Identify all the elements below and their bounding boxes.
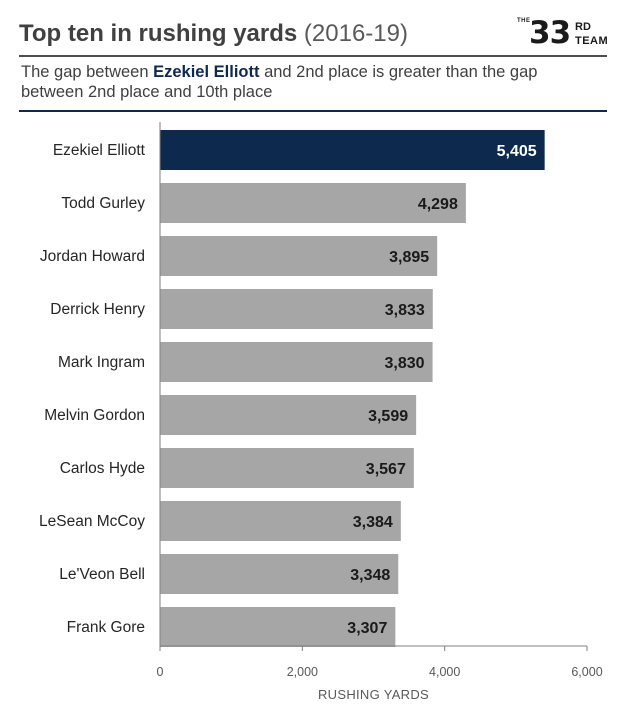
bar bbox=[160, 448, 414, 488]
subtitle-divider bbox=[19, 110, 607, 112]
data-label: 3,833 bbox=[385, 302, 425, 319]
x-tick-label: 2,000 bbox=[287, 665, 318, 679]
category-label: LeSean McCoy bbox=[39, 513, 145, 530]
data-label: 3,384 bbox=[353, 514, 393, 531]
category-label: Todd Gurley bbox=[61, 195, 145, 212]
x-tick-label: 6,000 bbox=[571, 665, 602, 679]
bar bbox=[160, 183, 466, 223]
category-label: Melvin Gordon bbox=[44, 407, 145, 424]
logo-rd: RD bbox=[575, 21, 591, 33]
bar bbox=[160, 289, 433, 329]
category-label: Carlos Hyde bbox=[60, 460, 145, 477]
data-label: 5,405 bbox=[497, 143, 537, 160]
chart-title-main: Top ten in rushing yards bbox=[19, 20, 298, 47]
chart-title-years: (2016-19) bbox=[303, 20, 408, 47]
logo-team: TEAM bbox=[575, 35, 609, 47]
data-label: 4,298 bbox=[418, 196, 458, 213]
chart-subtitle: The gap between Ezekiel Elliott and 2nd … bbox=[21, 62, 601, 102]
x-axis-title: RUSHING YARDS bbox=[318, 687, 429, 702]
subtitle-highlight: Ezekiel Elliott bbox=[153, 63, 260, 81]
bar bbox=[160, 130, 545, 170]
subtitle-pre: The gap between bbox=[21, 63, 154, 81]
category-label: Frank Gore bbox=[67, 619, 145, 636]
data-label: 3,307 bbox=[347, 620, 387, 637]
logo-number: 33 bbox=[529, 15, 571, 51]
the-33rd-team-logo: THE 33 RD TEAM bbox=[517, 15, 609, 52]
data-label: 3,599 bbox=[368, 408, 408, 425]
title-divider bbox=[19, 55, 607, 57]
data-label: 3,830 bbox=[385, 355, 425, 372]
bar bbox=[160, 236, 438, 276]
title-row: Top ten in rushing yards (2016-19) THE 3… bbox=[19, 14, 609, 56]
chart-title: Top ten in rushing yards (2016-19) bbox=[19, 14, 609, 54]
bar bbox=[160, 554, 399, 594]
x-tick-label: 4,000 bbox=[429, 665, 460, 679]
category-label: Derrick Henry bbox=[50, 301, 145, 318]
data-label: 3,567 bbox=[366, 461, 406, 478]
data-label: 3,348 bbox=[350, 567, 390, 584]
bar bbox=[160, 342, 433, 382]
category-label: Le'Veon Bell bbox=[59, 566, 145, 583]
subtitle-post: and 2nd place is greater than the gap be… bbox=[21, 63, 538, 101]
bar bbox=[160, 501, 401, 541]
bar bbox=[160, 607, 396, 647]
x-tick-label: 0 bbox=[157, 665, 164, 679]
category-label: Mark Ingram bbox=[58, 354, 145, 371]
category-label: Ezekiel Elliott bbox=[53, 142, 146, 159]
bar bbox=[160, 395, 417, 435]
category-label: Jordan Howard bbox=[40, 248, 145, 265]
data-label: 3,895 bbox=[389, 249, 429, 266]
logo-the: THE bbox=[517, 18, 531, 24]
